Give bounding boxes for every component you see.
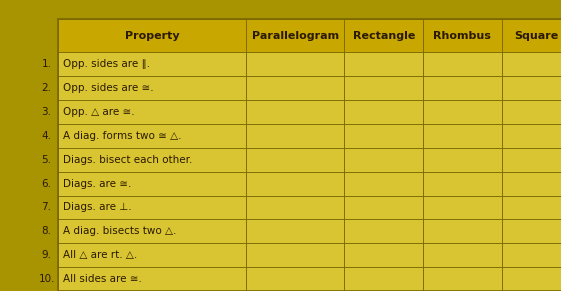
Bar [58,267,246,291]
Bar [344,124,423,148]
Bar [58,243,246,267]
Text: 3.: 3. [42,107,52,117]
Bar [58,52,246,76]
Bar [502,76,561,100]
Bar [502,100,561,124]
Text: 9.: 9. [42,250,52,260]
Text: A diag. forms two ≅ △.: A diag. forms two ≅ △. [63,131,181,141]
Text: 4.: 4. [42,131,52,141]
Text: 5.: 5. [42,155,52,165]
Bar [423,267,502,291]
Bar [344,243,423,267]
Bar [344,172,423,196]
Bar [423,100,502,124]
Text: 6.: 6. [42,179,52,189]
Bar [246,172,344,196]
Bar [58,148,246,172]
Bar [423,219,502,243]
Bar [423,172,502,196]
Text: All △ are rt. △.: All △ are rt. △. [63,250,137,260]
Bar [502,52,561,76]
Bar [502,267,561,291]
Bar [344,19,423,52]
Bar [344,148,423,172]
Bar [246,76,344,100]
Bar [502,148,561,172]
Text: All sides are ≅.: All sides are ≅. [63,274,142,284]
Bar [502,172,561,196]
Text: Parallelogram: Parallelogram [252,31,339,41]
Bar [58,124,246,148]
Text: Rectangle: Rectangle [352,31,415,41]
Bar [246,19,344,52]
Bar [344,219,423,243]
Text: 8.: 8. [42,226,52,236]
Bar [246,219,344,243]
Text: Diags. bisect each other.: Diags. bisect each other. [63,155,192,165]
Bar [344,196,423,219]
Bar [246,196,344,219]
Text: 10.: 10. [38,274,55,284]
Bar [344,100,423,124]
Bar [344,52,423,76]
Bar [58,219,246,243]
Bar [344,76,423,100]
Bar [502,19,561,52]
Text: Rhombus: Rhombus [433,31,491,41]
Bar [246,100,344,124]
Bar [58,100,246,124]
Bar [58,19,246,52]
Text: 7.: 7. [42,203,52,212]
Bar [423,124,502,148]
Text: Property: Property [125,31,180,41]
Bar [246,267,344,291]
Bar [423,52,502,76]
Bar [58,196,246,219]
Bar [58,76,246,100]
Bar [344,267,423,291]
Bar [502,124,561,148]
Text: Diags. are ≅.: Diags. are ≅. [63,179,131,189]
Bar [246,148,344,172]
Bar [423,76,502,100]
Bar [502,243,561,267]
Text: Opp. sides are ≅.: Opp. sides are ≅. [63,83,154,93]
Bar [423,243,502,267]
Text: 1.: 1. [42,59,52,69]
Bar [502,196,561,219]
Text: Diags. are ⊥.: Diags. are ⊥. [63,203,131,212]
Bar [423,148,502,172]
Bar [246,124,344,148]
Bar [58,172,246,196]
Bar [423,196,502,219]
Bar [246,243,344,267]
Bar [246,52,344,76]
Text: 2.: 2. [42,83,52,93]
Text: A diag. bisects two △.: A diag. bisects two △. [63,226,176,236]
Text: Opp. △ are ≅.: Opp. △ are ≅. [63,107,135,117]
Bar [423,19,502,52]
Text: Square: Square [514,31,558,41]
Bar [502,219,561,243]
Text: Opp. sides are ∥.: Opp. sides are ∥. [63,59,150,69]
